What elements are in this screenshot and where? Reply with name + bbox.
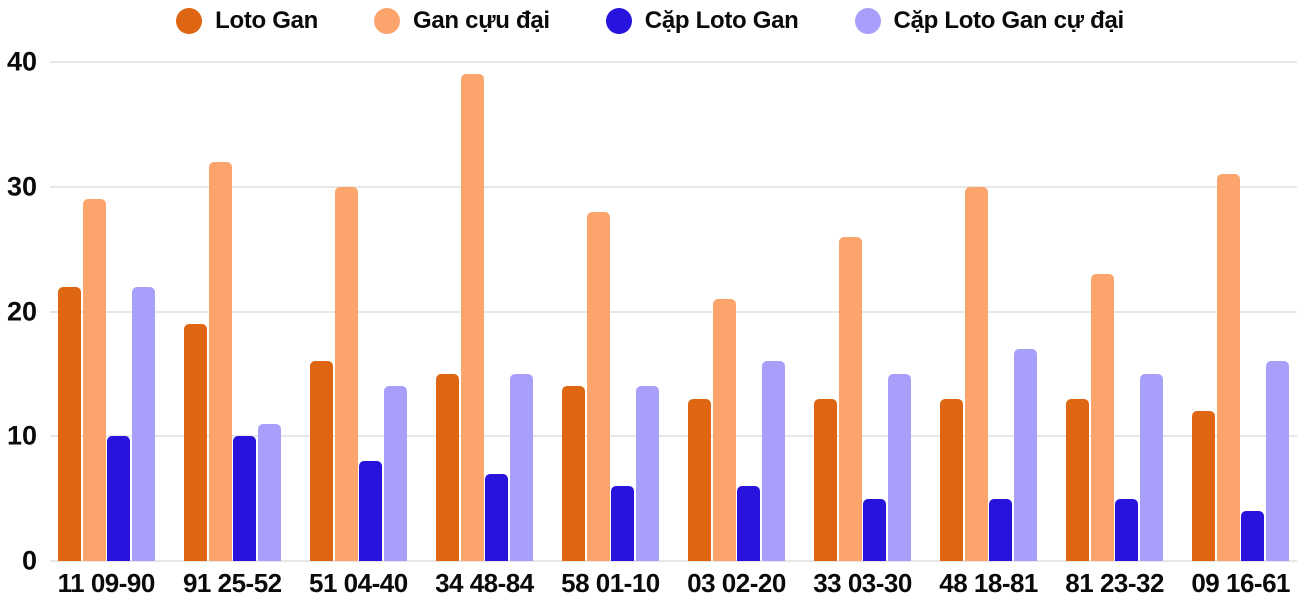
y-axis-label: 20	[6, 296, 37, 326]
x-axis-label: 03 02-20	[687, 568, 786, 598]
x-axis-label: 51 04-40	[309, 568, 408, 598]
bar-loto-gan[interactable]	[1066, 398, 1090, 561]
x-axis-label: 91 25-52	[182, 568, 282, 598]
bar-gan-cuu-dai[interactable]	[586, 211, 610, 561]
bar-loto-gan[interactable]	[310, 361, 334, 561]
y-axis-label: 40	[6, 46, 37, 77]
bar-cap-loto-gan[interactable]	[1241, 511, 1265, 561]
bar-gan-cuu-dai[interactable]	[460, 74, 484, 561]
bar-gan-cuu-dai[interactable]	[334, 186, 358, 561]
bar-cap-loto-gan-cu-dai[interactable]	[257, 423, 281, 561]
bar-group: 33 03-30	[813, 62, 912, 598]
legend-dot-icon	[374, 8, 401, 34]
bar-loto-gan[interactable]	[436, 373, 460, 561]
legend-label: Gan cựu đại	[413, 7, 550, 34]
legend-item-cap-loto-gan-cu-dai: Cặp Loto Gan cự đại	[854, 7, 1125, 35]
grid-line	[50, 61, 1297, 63]
bar-group: 81 23-32	[1065, 62, 1164, 598]
bar-group: 48 18-81	[939, 62, 1038, 598]
bar-gan-cuu-dai[interactable]	[712, 299, 736, 561]
bar-cap-loto-gan-cu-dai[interactable]	[761, 361, 785, 561]
bar-loto-gan[interactable]	[814, 398, 838, 561]
bar-cap-loto-gan-cu-dai[interactable]	[383, 386, 407, 561]
bar-group: 58 01-10	[561, 62, 660, 598]
bar-cap-loto-gan[interactable]	[359, 461, 383, 561]
x-axis-label: 48 18-81	[939, 568, 1038, 598]
bar-cap-loto-gan[interactable]	[737, 486, 761, 561]
bar-gan-cuu-dai[interactable]	[82, 199, 106, 561]
y-axis-label: 10	[6, 420, 37, 451]
bar-cap-loto-gan-cu-dai[interactable]	[635, 386, 659, 561]
legend-item-loto-gan: Loto Gan	[176, 7, 318, 35]
bar-chart: 0 10 20 30 40 11 09-90 91 25-52 51 04-40 34 48-…	[0, 40, 1300, 600]
legend-dot-icon	[605, 8, 632, 34]
y-axis-label: 0	[21, 545, 37, 576]
x-axis-label: 09 16-61	[1191, 568, 1290, 598]
bar-cap-loto-gan-cu-dai[interactable]	[887, 373, 911, 561]
bar-gan-cuu-dai[interactable]	[208, 161, 232, 561]
bar-cap-loto-gan[interactable]	[611, 486, 635, 561]
bar-groups: 11 09-90 91 25-52 51 04-40 34 48-84 58 01-10…	[50, 62, 1297, 598]
bar-cap-loto-gan-cu-dai[interactable]	[1013, 348, 1037, 561]
bar-cap-loto-gan[interactable]	[107, 436, 130, 561]
bar-group: 91 25-52	[183, 62, 282, 598]
bar-cap-loto-gan-cu-dai[interactable]	[509, 373, 533, 561]
bar-loto-gan[interactable]	[688, 398, 712, 561]
legend-dot-icon	[176, 8, 203, 34]
bar-loto-gan[interactable]	[1192, 411, 1216, 561]
grid-line	[50, 185, 1297, 188]
bar-cap-loto-gan[interactable]	[1115, 498, 1139, 561]
legend-label: Loto Gan	[215, 7, 319, 34]
bar-cap-loto-gan[interactable]	[485, 473, 509, 561]
bar-loto-gan[interactable]	[184, 323, 208, 561]
bar-loto-gan[interactable]	[58, 286, 81, 561]
bar-gan-cuu-dai[interactable]	[964, 186, 988, 561]
bar-cap-loto-gan-cu-dai[interactable]	[131, 286, 155, 561]
bar-gan-cuu-dai[interactable]	[838, 236, 862, 561]
x-axis-label: 81 23-32	[1065, 568, 1164, 598]
bar-cap-loto-gan-cu-dai[interactable]	[1139, 373, 1163, 561]
bar-group: 11 09-90	[58, 62, 155, 598]
grid-line	[50, 310, 1297, 313]
bar-loto-gan[interactable]	[562, 386, 586, 561]
x-axis-label: 34 48-84	[435, 568, 534, 598]
bar-cap-loto-gan-cu-dai[interactable]	[1265, 361, 1289, 561]
bar-group: 34 48-84	[435, 62, 534, 598]
grid-line	[50, 560, 1297, 562]
grid-line	[50, 435, 1297, 438]
chart-legend: Loto Gan Gan cựu đại Cặp Loto Gan Cặp Loto …	[0, 0, 1300, 42]
grid-layer	[50, 61, 1297, 562]
bar-group: 51 04-40	[309, 62, 408, 598]
legend-item-cap-loto-gan: Cặp Loto Gan	[605, 7, 799, 35]
legend-label: Cặp Loto Gan cự đại	[893, 7, 1125, 34]
bar-cap-loto-gan[interactable]	[989, 498, 1013, 561]
bar-cap-loto-gan[interactable]	[233, 436, 257, 561]
x-axis-label: 33 03-30	[813, 568, 912, 598]
bar-gan-cuu-dai[interactable]	[1216, 174, 1240, 561]
bar-group: 03 02-20	[687, 62, 786, 598]
y-axis-label: 30	[6, 171, 37, 202]
x-axis-label: 58 01-10	[561, 568, 660, 598]
bar-cap-loto-gan[interactable]	[863, 498, 887, 561]
legend-label: Cặp Loto Gan	[644, 7, 799, 34]
plot-area: 11 09-90 91 25-52 51 04-40 34 48-84 58 01-10…	[50, 61, 1297, 598]
bar-gan-cuu-dai[interactable]	[1090, 274, 1114, 561]
x-axis-label: 11 09-90	[57, 568, 156, 598]
y-axis: 0 10 20 30 40	[0, 48, 42, 574]
legend-dot-icon	[854, 8, 881, 34]
legend-item-gan-cuu-dai: Gan cựu đại	[374, 7, 550, 35]
bar-group: 09 16-61	[1191, 62, 1290, 598]
bar-loto-gan[interactable]	[940, 398, 964, 561]
